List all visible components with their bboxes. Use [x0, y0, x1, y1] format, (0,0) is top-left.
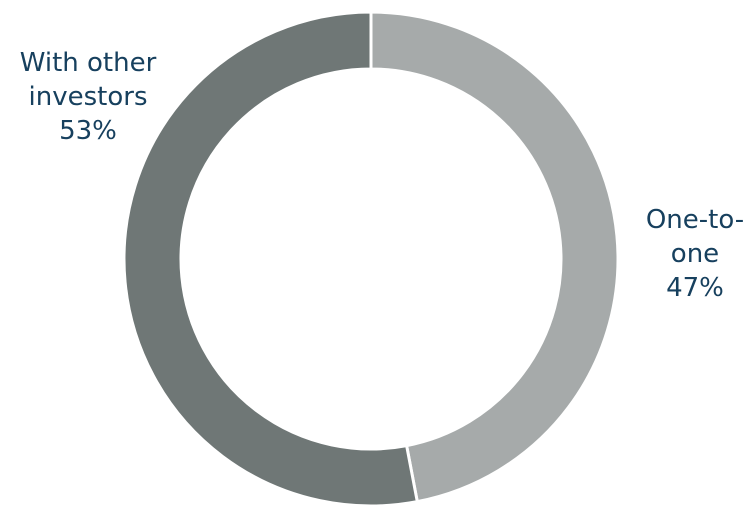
- slice-label-one-to-one: One-to-one 47%: [646, 205, 744, 303]
- slice-one-to-one: [369, 10, 620, 504]
- slice-value-label: 47%: [666, 273, 724, 303]
- donut-slices: [122, 10, 620, 507]
- slice-labels: One-to-one 47% With other investors 53%: [20, 48, 744, 303]
- slice-value-label: 53%: [59, 116, 117, 146]
- slice-category-label: one: [671, 239, 719, 269]
- slice-category-label: With other: [20, 48, 157, 78]
- slice-category-label: investors: [29, 82, 148, 112]
- slice-with-other-investors: [122, 10, 420, 507]
- slice-category-label: One-to-: [646, 205, 744, 235]
- slice-label-with-other-investors: With other investors 53%: [20, 48, 157, 146]
